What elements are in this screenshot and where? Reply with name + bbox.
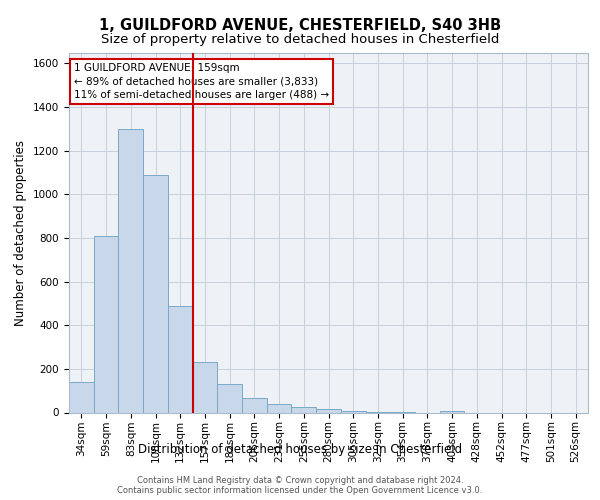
Bar <box>292 407 316 412</box>
Bar <box>94 236 118 412</box>
Y-axis label: Number of detached properties: Number of detached properties <box>14 140 28 326</box>
Text: 1 GUILDFORD AVENUE: 159sqm
← 89% of detached houses are smaller (3,833)
11% of s: 1 GUILDFORD AVENUE: 159sqm ← 89% of deta… <box>74 64 329 100</box>
Bar <box>69 382 94 412</box>
Bar <box>168 306 193 412</box>
Bar <box>242 398 267 412</box>
Text: Contains HM Land Registry data © Crown copyright and database right 2024.
Contai: Contains HM Land Registry data © Crown c… <box>118 476 482 495</box>
Bar <box>193 362 217 412</box>
Text: Distribution of detached houses by size in Chesterfield: Distribution of detached houses by size … <box>138 442 462 456</box>
Bar <box>143 174 168 412</box>
Bar <box>217 384 242 412</box>
Bar <box>316 409 341 412</box>
Text: 1, GUILDFORD AVENUE, CHESTERFIELD, S40 3HB: 1, GUILDFORD AVENUE, CHESTERFIELD, S40 3… <box>99 18 501 32</box>
Text: Size of property relative to detached houses in Chesterfield: Size of property relative to detached ho… <box>101 32 499 46</box>
Bar <box>118 129 143 412</box>
Bar <box>267 404 292 412</box>
